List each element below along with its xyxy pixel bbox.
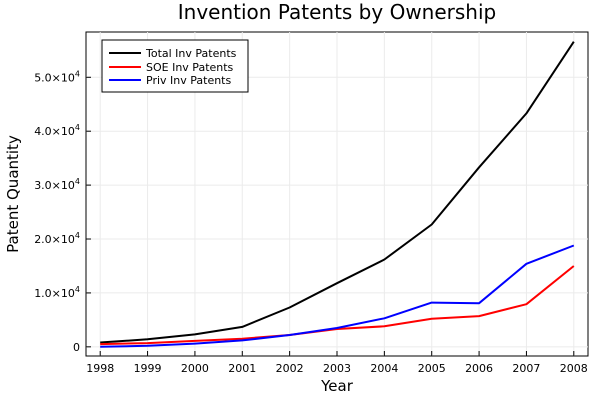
- y-tick-label: 1.0×104: [34, 285, 80, 300]
- x-tick-label: 2003: [323, 362, 351, 375]
- legend: Total Inv Patents SOE Inv Patents Priv I…: [101, 39, 249, 93]
- x-tick-label: 2000: [181, 362, 209, 375]
- legend-label-soe: SOE Inv Patents: [146, 61, 234, 74]
- y-tick-label: 2.0×104: [34, 231, 80, 246]
- y-tick-label: 0: [73, 341, 80, 354]
- x-tick-label: 1998: [86, 362, 114, 375]
- y-tick-label: 4.0×104: [34, 123, 80, 138]
- y-tick-label: 3.0×104: [34, 177, 80, 192]
- y-axis-label: Patent Quantity: [4, 135, 22, 253]
- series-line-0: [100, 41, 575, 344]
- series-lines: [100, 41, 575, 348]
- y-tick-label: 5.0×104: [34, 69, 80, 84]
- axis-ticks: 1998 1999 2000 2001 2002 2003 2004 2005 2006 2007…: [34, 69, 588, 375]
- x-tick-label: 2004: [370, 362, 398, 375]
- legend-label-total: Total Inv Patents: [145, 47, 237, 60]
- x-tick-label: 2002: [276, 362, 304, 375]
- x-tick-label: 2006: [465, 362, 493, 375]
- chart-title: Invention Patents by Ownership: [178, 0, 496, 24]
- x-tick-label: 2007: [512, 362, 540, 375]
- x-tick-label: 1999: [134, 362, 162, 375]
- x-tick-label: 2001: [228, 362, 256, 375]
- x-tick-label: 2005: [418, 362, 446, 375]
- series-line-2: [100, 244, 575, 348]
- legend-label-priv: Priv Inv Patents: [146, 74, 231, 87]
- x-tick-label: 2008: [560, 362, 588, 375]
- x-axis-label: Year: [320, 377, 354, 395]
